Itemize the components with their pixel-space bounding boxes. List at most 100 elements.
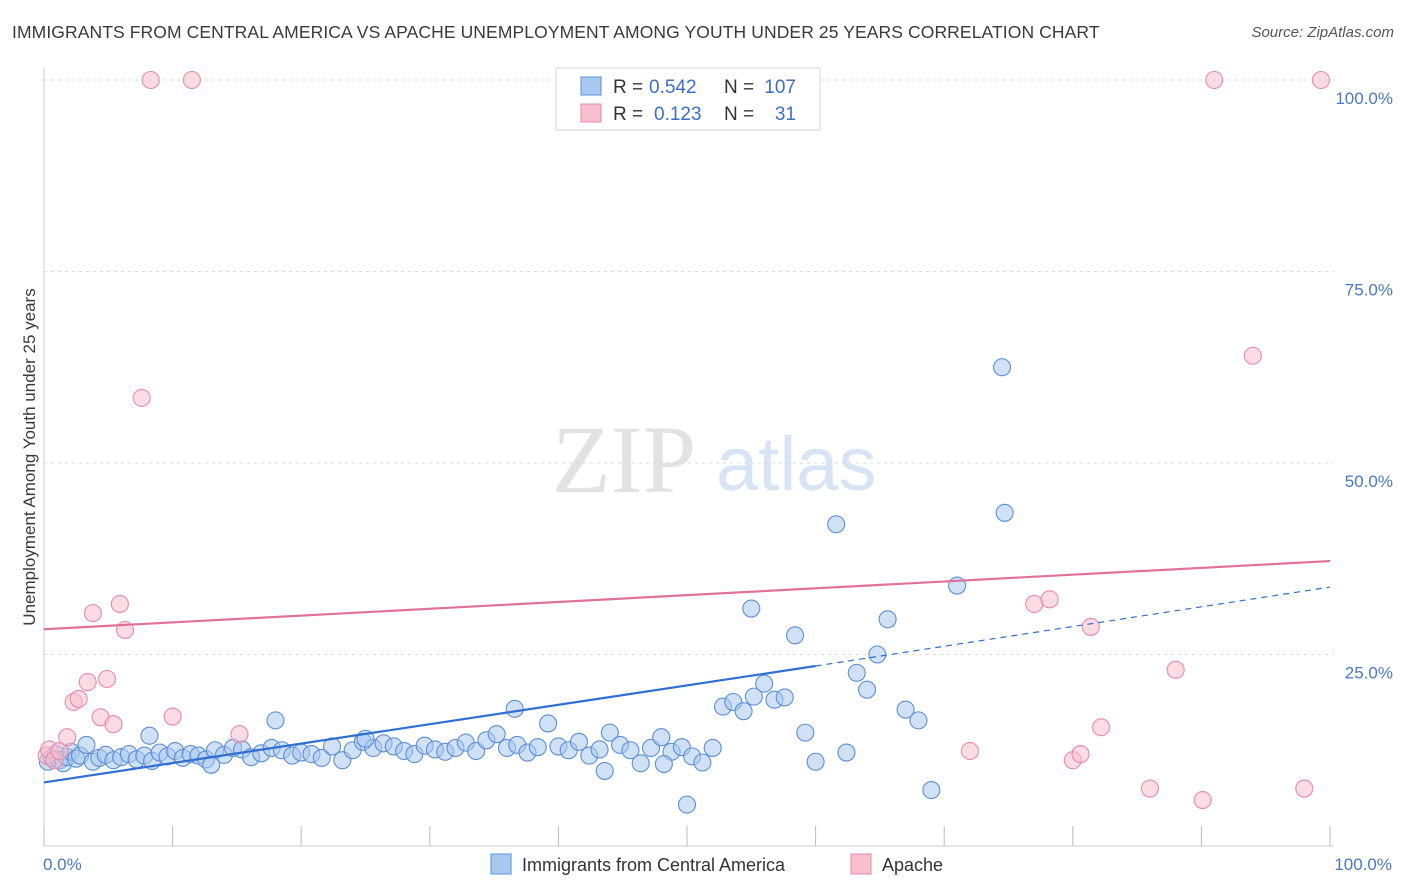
point-apache-10: [97, 669, 117, 689]
point-central-america-75: [703, 738, 722, 758]
point-central-america-37: [312, 748, 331, 767]
y-tick-label-25: 25.0%: [1345, 664, 1393, 683]
point-apache-12: [110, 594, 129, 613]
point-central-america-74: [693, 753, 712, 772]
point-central-america-84: [796, 723, 815, 742]
point-central-america-90: [868, 645, 887, 664]
point-apache-19: [960, 741, 979, 761]
point-central-america-94: [922, 781, 941, 800]
point-apache-18: [230, 725, 249, 744]
x-tick-label-max: 100.0%: [1334, 855, 1392, 874]
point-central-america-87: [837, 743, 856, 762]
legend-label-central-america: Immigrants from Central America: [522, 855, 786, 875]
stats-swatch-blue: [580, 76, 602, 96]
y-tick-label-100: 100.0%: [1335, 89, 1393, 108]
point-central-america-68: [631, 754, 650, 773]
point-central-america-97: [995, 503, 1014, 522]
grid-lines: [44, 79, 1334, 655]
point-central-america-100: [595, 761, 614, 780]
point-apache-4: [58, 728, 77, 747]
y-tick-label-50: 50.0%: [1345, 472, 1393, 491]
stats-n-value-blue: 107: [764, 77, 796, 98]
stats-n-label-blue: N =: [724, 77, 754, 98]
point-central-america-70: [652, 728, 671, 747]
point-apache-31: [1295, 779, 1314, 798]
chart-source: Source: ZipAtlas.com: [1251, 24, 1394, 41]
point-central-america-106: [677, 795, 697, 814]
point-central-america-78: [734, 702, 753, 721]
point-apache-25: [1092, 718, 1111, 737]
point-central-america-80: [755, 674, 774, 693]
point-central-america-88: [847, 663, 866, 682]
point-apache-24: [1081, 617, 1100, 636]
point-central-america-9: [77, 735, 96, 754]
trend-line-central-america: [43, 664, 816, 784]
watermark-atlas: atlas: [716, 422, 877, 507]
point-apache-28: [1193, 790, 1212, 810]
stats-r-label-pink: R =: [613, 104, 643, 125]
stats-r-label-blue: R =: [613, 77, 643, 98]
stats-n-label-pink: N =: [724, 104, 754, 125]
x-ticks: [43, 826, 1331, 846]
legend-label-apache: Apache: [882, 855, 943, 875]
trend-lines: [43, 559, 1331, 784]
point-central-america-82: [775, 688, 794, 707]
point-central-america-93: [909, 711, 928, 730]
point-apache-27: [1166, 660, 1185, 679]
point-apache-15: [141, 70, 160, 90]
point-central-america-91: [878, 610, 897, 629]
stats-swatch-pink: [580, 103, 602, 123]
point-apache-32: [1311, 70, 1331, 90]
point-central-america-86: [827, 515, 846, 534]
point-apache-30: [1243, 346, 1262, 365]
point-apache-6: [69, 689, 88, 708]
point-apache-8: [83, 604, 102, 623]
stats-n-value-pink: 31: [775, 104, 796, 125]
point-apache-7: [78, 673, 97, 692]
point-central-america-83: [785, 626, 805, 645]
point-apache-17: [182, 70, 201, 90]
y-tick-labels: 25.0% 50.0% 75.0% 100.0%: [1335, 89, 1393, 683]
data-points: [37, 70, 1331, 814]
point-central-america-99: [654, 754, 673, 774]
point-central-america-79: [744, 687, 763, 706]
point-apache-20: [1025, 594, 1044, 613]
point-central-america-62: [569, 732, 589, 751]
x-tick-label-min: 0.0%: [43, 855, 82, 874]
point-central-america-85: [806, 752, 825, 771]
axes: [43, 68, 1334, 847]
point-central-america-101: [505, 699, 524, 718]
point-apache-23: [1071, 745, 1090, 764]
point-apache-3: [50, 741, 69, 761]
point-apache-29: [1205, 70, 1224, 90]
point-central-america-54: [487, 725, 506, 744]
point-central-america-89: [857, 680, 877, 699]
trend-line-apache: [43, 559, 1331, 631]
y-axis-title: Unemployment Among Youth under 25 years: [20, 288, 39, 625]
stats-r-value-pink: 0.123: [654, 104, 702, 125]
point-central-america-103: [266, 711, 285, 730]
point-apache-26: [1140, 779, 1160, 798]
point-central-america-59: [539, 714, 558, 733]
point-central-america-67: [621, 741, 640, 760]
point-apache-21: [1040, 590, 1059, 609]
point-central-america-98: [742, 599, 761, 618]
y-tick-label-75: 75.0%: [1345, 281, 1393, 300]
legend-swatch-central-america: [490, 853, 512, 875]
point-apache-11: [104, 715, 123, 734]
point-central-america-64: [590, 740, 609, 759]
point-central-america-92: [896, 700, 915, 719]
point-central-america-65: [600, 723, 619, 742]
point-central-america-58: [528, 738, 547, 757]
watermark-zip: ZIP: [552, 406, 696, 513]
legend-swatch-apache: [850, 853, 872, 875]
stats-r-value-blue: 0.542: [649, 77, 697, 98]
stats-legend: R = 0.542 N = 107 R = 0.123 N = 31: [555, 67, 821, 131]
chart-title: IMMIGRANTS FROM CENTRAL AMERICA VS APACH…: [12, 22, 1100, 42]
point-apache-14: [132, 388, 151, 407]
series-legend: Immigrants from Central America Apache: [490, 853, 943, 875]
point-central-america-96: [993, 358, 1012, 377]
point-central-america-105: [140, 726, 159, 745]
watermark: ZIP atlas: [552, 406, 877, 513]
